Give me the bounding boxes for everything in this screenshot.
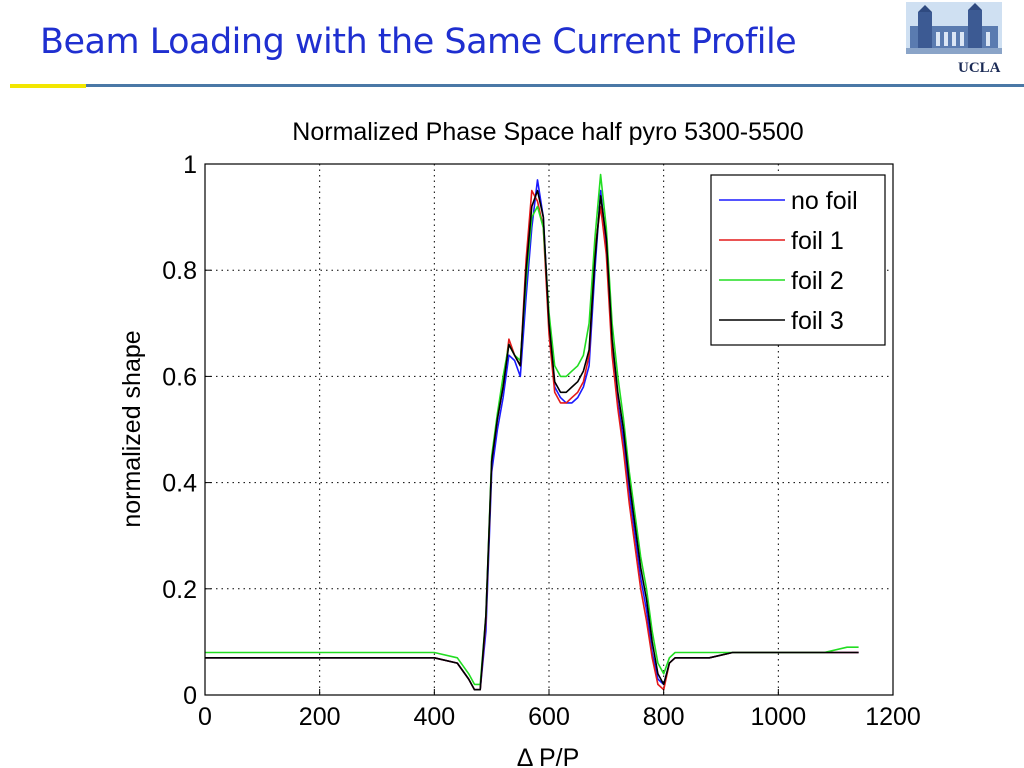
x-axis-label: Δ P/P (517, 744, 580, 768)
y-axis-label: normalized shape (118, 330, 146, 527)
x-tick-label: 400 (413, 703, 455, 731)
x-tick-label: 1000 (751, 703, 807, 731)
legend-box (710, 174, 886, 346)
slide-title: Beam Loading with the Same Current Profi… (40, 22, 797, 62)
legend-label: foil 1 (791, 227, 844, 255)
series-foil-2-line (205, 173, 859, 686)
title-underline-accent (10, 84, 86, 88)
x-tick-label: 600 (528, 703, 570, 731)
y-tick-label: 0.2 (162, 576, 197, 604)
x-tick-label: 0 (198, 703, 212, 731)
x-tick-label: 1200 (865, 703, 921, 731)
title-underline (86, 84, 1024, 87)
legend: no foil foil 1 foil 2 foil 3 (710, 174, 886, 346)
chart-title: Normalized Phase Space half pyro 5300-55… (292, 118, 803, 146)
series-foil-3-line (205, 189, 859, 691)
series-layer (205, 173, 859, 691)
legend-label: foil 2 (791, 267, 844, 295)
y-tick-label: 0.4 (162, 470, 197, 498)
legend-label: foil 3 (791, 307, 844, 335)
y-tick-label: 0 (183, 682, 197, 710)
y-tick-label: 1 (183, 151, 197, 179)
x-tick-label: 800 (643, 703, 685, 731)
x-tick-label: 200 (299, 703, 341, 731)
legend-label: no foil (791, 187, 858, 215)
y-tick-label: 0.8 (162, 257, 197, 285)
y-tick-label: 0.6 (162, 363, 197, 391)
ticks: 0 200 400 600 800 1000 1200 0 0.2 0.4 0.6 0.8 1 (162, 151, 921, 731)
royce-hall-icon (906, 2, 1002, 54)
logo-text: UCLA (958, 60, 1001, 76)
